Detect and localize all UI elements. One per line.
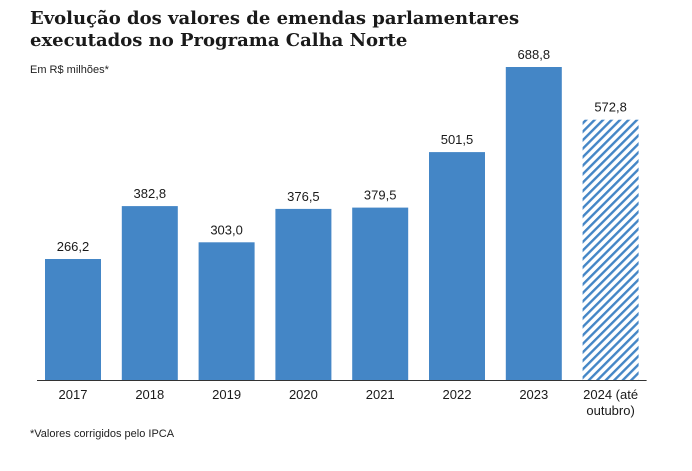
bar-2018 <box>121 206 178 380</box>
value-label-2021: 379,5 <box>364 188 397 203</box>
x-tick-label-2024: 2024 (até outubro) <box>583 387 638 418</box>
value-label-2018: 382,8 <box>134 186 167 201</box>
value-label-2023: 688,8 <box>518 47 551 62</box>
value-label-2024: 572,8 <box>594 100 627 115</box>
bar-2022 <box>429 152 485 380</box>
value-label-2022: 501,5 <box>441 132 474 147</box>
x-tick-label-2021: 2021 <box>366 387 395 402</box>
bar-2021 <box>352 207 409 380</box>
chart-footnote: *Valores corrigidos pelo IPCA <box>30 428 175 440</box>
value-label-2017: 266,2 <box>57 239 90 254</box>
value-label-2020: 376,5 <box>287 189 320 204</box>
x-tick-label-2019: 2019 <box>212 387 241 402</box>
x-tick-label-2020: 2020 <box>289 387 318 402</box>
x-tick-label-2017: 2017 <box>59 387 88 402</box>
bar-2020 <box>275 208 332 380</box>
x-tick-label-2018: 2018 <box>135 387 164 402</box>
chart-title: Evolução dos valores de emendas parlamen… <box>30 8 520 51</box>
x-tick-label-2022: 2022 <box>443 387 472 402</box>
chart-subtitle: Em R$ milhões* <box>30 64 109 76</box>
bar-2019 <box>198 242 255 380</box>
bar-2017 <box>45 259 101 380</box>
x-tick-label-2023: 2023 <box>519 387 548 402</box>
bar-2023 <box>505 67 562 380</box>
value-label-2019: 303,0 <box>210 222 243 237</box>
bar-2024 <box>582 119 639 380</box>
